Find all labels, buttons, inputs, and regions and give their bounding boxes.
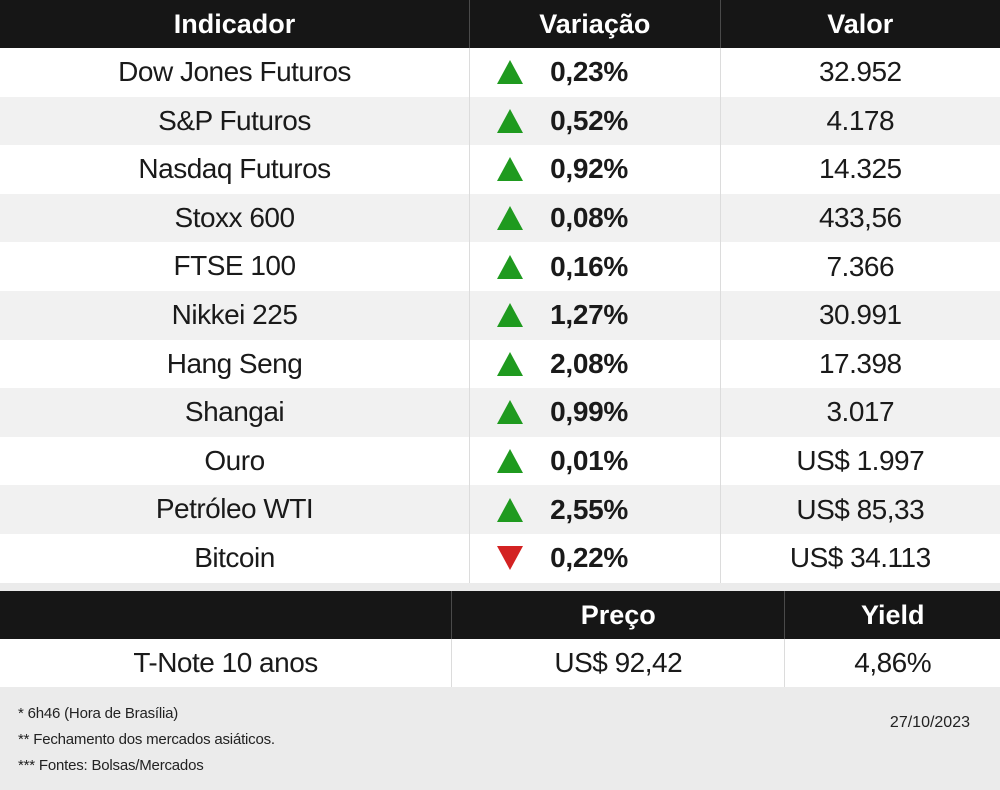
arrow-up-icon	[497, 60, 524, 85]
tnote-header-row: Preço Yield	[0, 591, 1000, 639]
variation-cell: 0,01%	[470, 436, 721, 486]
indicators-table: Indicador Variação Valor Dow Jones Futur…	[0, 0, 1000, 583]
tnote-row: T-Note 10 anos US$ 92,42 4,86%	[0, 639, 1000, 687]
indicator-value: 7.366	[826, 250, 895, 282]
footnote-2: ** Fechamento dos mercados asiáticos.	[18, 731, 275, 748]
variation-cell: 0,22%	[470, 533, 721, 583]
indicators-body: Dow Jones Futuros 0,23% 32.952 S&P Futuros 0…	[0, 48, 1000, 583]
arrow-icon-wrap	[470, 546, 550, 571]
header-blank	[0, 591, 453, 639]
indicator-value: US$ 1.997	[796, 445, 925, 477]
arrow-up-icon	[497, 497, 524, 522]
arrow-icon-wrap	[470, 157, 550, 182]
variation-cell: 0,92%	[470, 145, 721, 194]
variation-cell: 2,08%	[470, 339, 721, 389]
table-row: Nasdaq Futuros 0,92% 14.325	[0, 145, 1000, 194]
footnote-3: *** Fontes: Bolsas/Mercados	[18, 757, 204, 774]
variation-value: 2,55%	[550, 493, 628, 525]
indicator-name: Hang Seng	[0, 339, 471, 389]
indicator-name: Nasdaq Futuros	[0, 145, 471, 194]
indicator-name: Shangai	[0, 388, 471, 437]
variation-value: 1,27%	[550, 299, 628, 331]
variation-cell: 0,23%	[470, 48, 721, 97]
arrow-icon-wrap	[470, 351, 550, 376]
variation-cell: 0,08%	[470, 193, 721, 243]
arrow-icon-wrap	[470, 497, 550, 522]
arrow-icon-wrap	[470, 449, 550, 474]
arrow-up-icon	[497, 303, 524, 328]
arrow-icon-wrap	[470, 400, 550, 425]
indicator-value: 4.178	[826, 104, 895, 136]
variation-cell: 0,16%	[470, 242, 721, 291]
variation-value: 0,92%	[550, 153, 628, 185]
variation-cell: 1,27%	[470, 290, 721, 340]
table-row: Shangai 0,99% 3.017	[0, 388, 1000, 437]
table-row: Petróleo WTI 2,55% US$ 85,33	[0, 485, 1000, 534]
table-row: S&P Futuros 0,52% 4.178	[0, 96, 1000, 146]
publication-date: 27/10/2023	[889, 714, 970, 731]
variation-cell: 0,52%	[470, 96, 721, 146]
indicator-value: 17.398	[818, 347, 902, 379]
table-row: Bitcoin 0,22% US$ 34.113	[0, 533, 1000, 583]
indicator-name: FTSE 100	[0, 242, 471, 291]
arrow-icon-wrap	[470, 108, 550, 133]
indicator-value: US$ 34.113	[789, 542, 931, 574]
arrow-up-icon	[497, 351, 524, 376]
arrow-down-icon	[497, 546, 524, 571]
variation-cell: 2,55%	[470, 485, 721, 534]
indicator-value: 30.991	[818, 299, 902, 331]
indicator-name: Dow Jones Futuros	[0, 48, 471, 97]
arrow-up-icon	[497, 206, 524, 231]
indicator-name: S&P Futuros	[0, 96, 471, 146]
indicator-name: Nikkei 225	[0, 290, 471, 340]
arrow-up-icon	[497, 449, 524, 474]
arrow-up-icon	[497, 400, 524, 425]
variation-value: 0,08%	[550, 202, 628, 234]
indicator-value: 32.952	[818, 56, 902, 88]
arrow-icon-wrap	[470, 60, 550, 85]
variation-value: 0,52%	[550, 104, 628, 136]
arrow-up-icon	[497, 254, 524, 279]
variation-value: 0,99%	[550, 396, 628, 428]
variation-value: 2,08%	[550, 347, 628, 379]
tnote-price: US$ 92,42	[452, 639, 786, 687]
table-row: Hang Seng 2,08% 17.398	[0, 339, 1000, 389]
table-row: Stoxx 600 0,08% 433,56	[0, 193, 1000, 243]
table-row: Nikkei 225 1,27% 30.991	[0, 290, 1000, 340]
table-row: Ouro 0,01% US$ 1.997	[0, 436, 1000, 486]
arrow-up-icon	[497, 157, 524, 182]
variation-cell: 0,99%	[470, 388, 721, 437]
variation-value: 0,01%	[550, 445, 628, 477]
header-indicador: Indicador	[0, 0, 471, 48]
tnote-table: Preço Yield T-Note 10 anos US$ 92,42 4,8…	[0, 591, 1000, 687]
arrow-icon-wrap	[470, 303, 550, 328]
arrow-icon-wrap	[470, 206, 550, 231]
tnote-name: T-Note 10 anos	[0, 639, 453, 687]
indicator-value: US$ 85,33	[796, 493, 925, 525]
header-yield: Yield	[860, 599, 925, 630]
header-preco: Preço	[452, 591, 786, 639]
indicator-value: 433,56	[818, 202, 902, 234]
table-row: FTSE 100 0,16% 7.366	[0, 242, 1000, 291]
variation-value: 0,22%	[550, 542, 628, 574]
indicator-name: Stoxx 600	[0, 193, 471, 243]
indicator-value: 3.017	[826, 396, 895, 428]
variation-value: 0,23%	[550, 56, 628, 88]
table-row: Dow Jones Futuros 0,23% 32.952	[0, 48, 1000, 97]
indicator-name: Petróleo WTI	[0, 485, 471, 534]
arrow-icon-wrap	[470, 254, 550, 279]
header-variacao: Variação	[470, 0, 721, 48]
header-valor: Valor	[827, 8, 894, 39]
indicator-name: Ouro	[0, 436, 471, 486]
indicators-header-row: Indicador Variação Valor	[0, 0, 1000, 48]
indicator-name: Bitcoin	[0, 533, 471, 583]
variation-value: 0,16%	[550, 250, 628, 282]
indicator-value: 14.325	[818, 153, 902, 185]
tnote-yield: 4,86%	[854, 647, 932, 678]
footnotes: * 6h46 (Hora de Brasília) ** Fechamento …	[18, 703, 275, 781]
arrow-up-icon	[497, 108, 524, 133]
footnote-1: * 6h46 (Hora de Brasília)	[18, 705, 179, 722]
